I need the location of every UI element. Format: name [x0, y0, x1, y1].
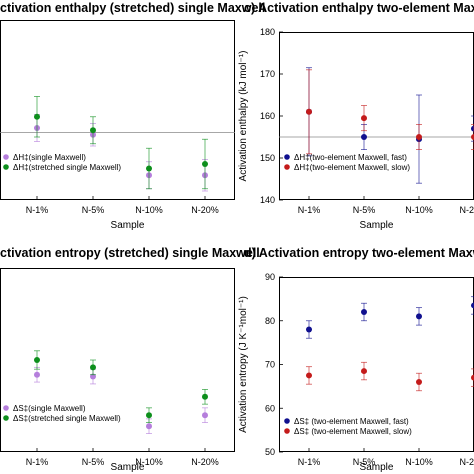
data-point: [34, 113, 40, 120]
x-tick-label: N-5%: [82, 457, 105, 467]
legend-marker: [3, 164, 9, 170]
series-1: [306, 296, 474, 339]
x-axis-label: Sample: [360, 462, 394, 473]
data-point: [202, 393, 208, 400]
x-tick-label: N-10%: [135, 205, 163, 215]
legend: ΔS‡ (two-element Maxwell, fast)ΔS‡ (two-…: [284, 417, 412, 436]
series-1: [34, 366, 208, 435]
series-2: [306, 69, 474, 155]
x-tick-label: N-1%: [26, 457, 49, 467]
data-point: [306, 326, 312, 333]
y-tick-label: 70: [265, 360, 275, 370]
chart-panel-1: ctivation enthalpy (stretched) single Ma…: [0, 1, 265, 231]
legend-marker: [3, 415, 9, 421]
data-point: [306, 108, 312, 115]
data-point: [202, 412, 208, 419]
panel-title: d) Activation entropy two-element Maxwel…: [244, 246, 474, 260]
series-2: [34, 350, 208, 423]
y-tick-label: 90: [265, 272, 275, 282]
x-tick-label: N-2: [459, 457, 474, 467]
legend-marker: [284, 154, 290, 160]
legend: ΔH‡(single Maxwell)ΔH‡(stretched single …: [3, 153, 121, 172]
data-point: [471, 302, 474, 309]
data-point: [361, 368, 367, 375]
x-tick-label: N-5%: [353, 457, 376, 467]
plot-frame: [0, 20, 235, 200]
y-tick-label: 160: [260, 111, 275, 121]
panel-title: ctivation enthalpy (stretched) single Ma…: [0, 1, 265, 15]
y-tick-label: 170: [260, 69, 275, 79]
x-axis-label: Sample: [360, 220, 394, 231]
x-tick-label: N-1%: [298, 205, 321, 215]
legend-label: ΔH‡(single Maxwell): [13, 153, 86, 162]
data-point: [146, 165, 152, 172]
chart-panel-3: ctivation entropy (stretched) single Max…: [0, 246, 260, 473]
legend: ΔS‡(single Maxwell)ΔS‡(stretched single …: [3, 404, 121, 423]
data-point: [416, 134, 422, 140]
panel-title: c) Activation enthalpy two-element Maxwe…: [244, 1, 474, 15]
data-point: [361, 309, 367, 315]
data-point: [90, 364, 96, 371]
data-point: [361, 115, 367, 122]
data-point: [202, 161, 208, 167]
chart-panel-2: c) Activation enthalpy two-element Maxwe…: [238, 1, 474, 231]
data-point: [471, 134, 474, 140]
y-tick-label: 50: [265, 447, 275, 457]
data-point: [90, 127, 96, 134]
data-point: [416, 313, 422, 320]
y-tick-label: 80: [265, 316, 275, 326]
legend-marker: [284, 418, 290, 424]
x-axis-label: Sample: [111, 462, 145, 473]
x-tick-label: N-1%: [26, 205, 49, 215]
x-tick-label: N-5%: [353, 205, 376, 215]
x-tick-label: N-5%: [82, 205, 105, 215]
data-point: [416, 379, 422, 385]
legend-label: ΔH‡(stretched single Maxwell): [13, 163, 121, 172]
legend-label: ΔS‡ (two-element Maxwell, fast): [294, 417, 409, 426]
legend-label: ΔH‡(two-element Maxwell, slow): [294, 163, 410, 172]
data-point: [361, 134, 367, 140]
x-tick-label: N-10%: [405, 457, 433, 467]
panel-title: ctivation entropy (stretched) single Max…: [0, 246, 260, 260]
x-tick-label: N-1%: [298, 457, 321, 467]
x-tick-label: N-20%: [191, 205, 219, 215]
data-point: [146, 412, 152, 419]
plot-frame: [0, 268, 235, 452]
series-2: [34, 96, 208, 190]
y-axis-label: Activation entropy (J K⁻¹mol⁻¹): [238, 296, 249, 433]
legend-marker: [3, 154, 9, 160]
legend-label: ΔS‡(stretched single Maxwell): [13, 414, 121, 423]
data-point: [306, 372, 312, 379]
series-2: [306, 361, 474, 392]
legend-label: ΔS‡ (two-element Maxwell, slow): [294, 427, 412, 436]
data-point: [471, 374, 474, 381]
y-tick-label: 150: [260, 153, 275, 163]
x-tick-label: N-10%: [405, 205, 433, 215]
y-tick-label: 60: [265, 403, 275, 413]
y-tick-label: 140: [260, 195, 275, 205]
x-axis-label: Sample: [111, 220, 145, 231]
legend-label: ΔH‡(two-element Maxwell, fast): [294, 153, 407, 162]
data-point: [471, 125, 474, 132]
data-point: [146, 423, 152, 430]
x-tick-label: N-10%: [135, 457, 163, 467]
x-tick-label: N-2: [459, 205, 474, 215]
legend: ΔH‡(two-element Maxwell, fast)ΔH‡(two-el…: [284, 153, 410, 172]
legend-marker: [3, 405, 9, 411]
legend-marker: [284, 164, 290, 170]
x-tick-label: N-20%: [191, 457, 219, 467]
y-axis-label: Activation enthalpy (kJ mol⁻¹): [238, 51, 249, 182]
data-point: [34, 371, 40, 378]
legend-marker: [284, 428, 290, 434]
data-point: [34, 357, 40, 363]
y-tick-label: 180: [260, 27, 275, 37]
legend-label: ΔS‡(single Maxwell): [13, 404, 86, 413]
chart-panel-4: d) Activation entropy two-element Maxwel…: [238, 246, 474, 473]
